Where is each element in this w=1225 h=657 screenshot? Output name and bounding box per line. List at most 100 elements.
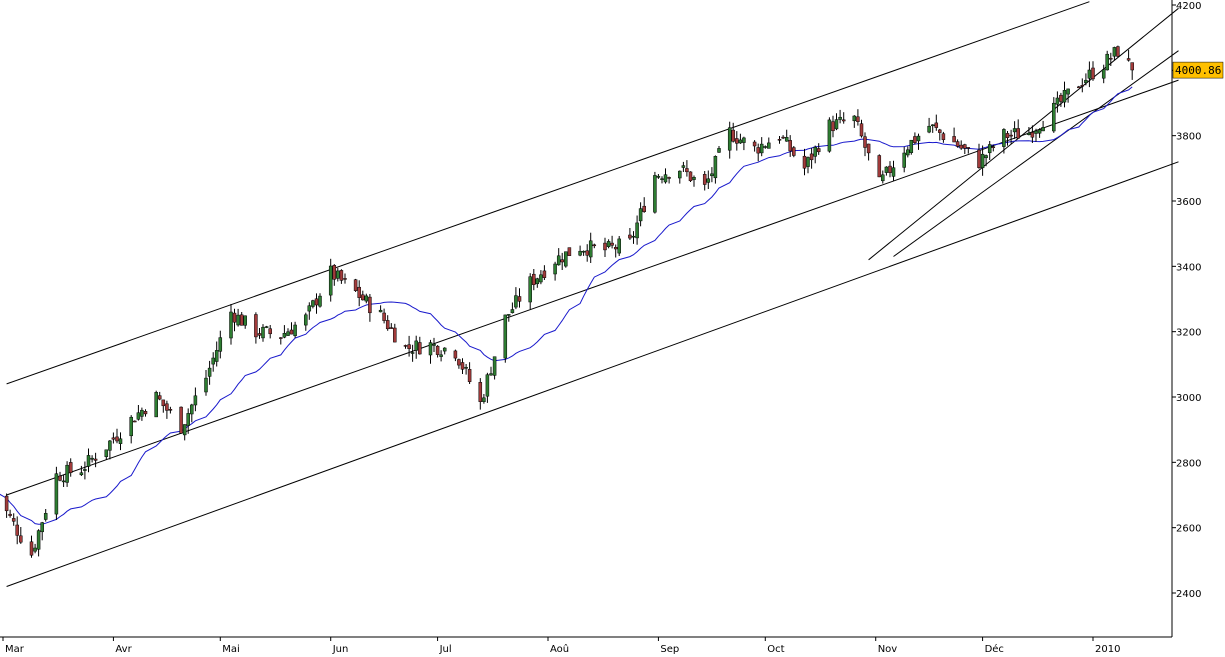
candle-down (628, 234, 632, 239)
candle-down (1130, 62, 1134, 71)
candle-up (902, 152, 906, 168)
candle-up (428, 342, 433, 356)
candle-up (86, 455, 91, 467)
candle-down (357, 286, 361, 298)
candle-up (564, 251, 568, 267)
candle-down (856, 116, 860, 122)
candle-down (4, 495, 9, 512)
candle-up (154, 392, 158, 418)
candle-down (955, 141, 960, 147)
candles-layer (4, 45, 1134, 558)
candle-down (368, 296, 372, 314)
candle-down (254, 314, 258, 338)
candle-down (781, 136, 785, 139)
candle-up (852, 115, 857, 122)
candle-down (966, 147, 971, 149)
candle-up (1105, 53, 1109, 71)
candle-down (866, 143, 871, 154)
candle-up (243, 315, 247, 326)
candle-up (378, 309, 383, 313)
candle-up (927, 125, 931, 133)
candle-down (382, 312, 386, 321)
candle-down (938, 129, 942, 133)
candle-down (314, 298, 319, 306)
candle-up (1101, 69, 1106, 79)
candle-down (831, 121, 835, 132)
x-tick-label: Mai (222, 644, 240, 655)
candle-down (1030, 132, 1035, 138)
candle-down (613, 247, 618, 250)
candle-up (916, 135, 921, 142)
candle-up (186, 413, 190, 426)
candle-up (653, 175, 657, 213)
candle-up (489, 373, 493, 376)
last-price-tag: 4000.86 (1172, 61, 1224, 79)
candle-up (813, 146, 817, 157)
candle-up (514, 295, 518, 308)
candle-up (930, 124, 935, 127)
candle-down (702, 174, 707, 185)
candle-up (211, 357, 215, 365)
candle-up (763, 146, 768, 148)
candle-down (816, 148, 821, 153)
candle-up (286, 331, 290, 336)
candle-up (214, 350, 219, 362)
candle-up (414, 340, 418, 351)
x-tick-label: Avr (115, 644, 132, 655)
moving-average-line (0, 86, 1133, 525)
candle-up (207, 367, 212, 377)
candle-up (678, 170, 682, 179)
last-price-box (1172, 61, 1224, 79)
candle-up (318, 295, 322, 307)
candle-down (731, 129, 735, 142)
candle-down (941, 133, 946, 140)
candle-down (888, 165, 892, 173)
candle-up (118, 438, 123, 444)
candle-down (385, 320, 390, 330)
candle-down (29, 541, 34, 556)
x-tick-label: Nov (878, 644, 898, 655)
trendline-upper-channel (6, 1, 1090, 385)
candle-up (884, 166, 889, 173)
candle-down (863, 136, 867, 148)
candle-up (236, 314, 240, 326)
x-tick-label: Aoû (550, 643, 569, 655)
candle-up (588, 240, 593, 258)
candle-up (193, 395, 198, 406)
candle-up (464, 367, 468, 369)
candle-up (79, 472, 84, 476)
candle-up (660, 178, 664, 180)
candle-up (40, 522, 44, 533)
candle-down (841, 119, 846, 122)
candle-down (161, 399, 166, 407)
candle-up (881, 174, 885, 182)
candle-up (492, 356, 497, 376)
candle-down (688, 171, 693, 182)
candle-down (685, 168, 689, 173)
candle-down (111, 437, 116, 440)
x-tick-label: Sep (660, 644, 679, 655)
candle-up (282, 333, 287, 338)
candle-up (229, 311, 233, 339)
candle-down (403, 345, 408, 347)
candle-up (692, 177, 696, 180)
x-tick-label: Mar (5, 644, 25, 655)
trendlines-layer (6, 1, 1179, 587)
candle-down (1116, 46, 1120, 57)
candle-up (891, 167, 896, 177)
candle-up (784, 137, 789, 142)
candle-up (987, 144, 992, 154)
candle-up (635, 222, 639, 239)
candle-down (859, 123, 864, 137)
candle-up (336, 270, 340, 279)
candle-down (453, 350, 458, 359)
candle-down (279, 337, 283, 339)
candle-down (752, 141, 757, 147)
candle-down (268, 328, 272, 335)
candle-up (834, 119, 839, 130)
candle-up (293, 324, 297, 337)
candle-down (809, 153, 814, 161)
candle-down (11, 518, 16, 522)
candle-up (1012, 128, 1017, 133)
